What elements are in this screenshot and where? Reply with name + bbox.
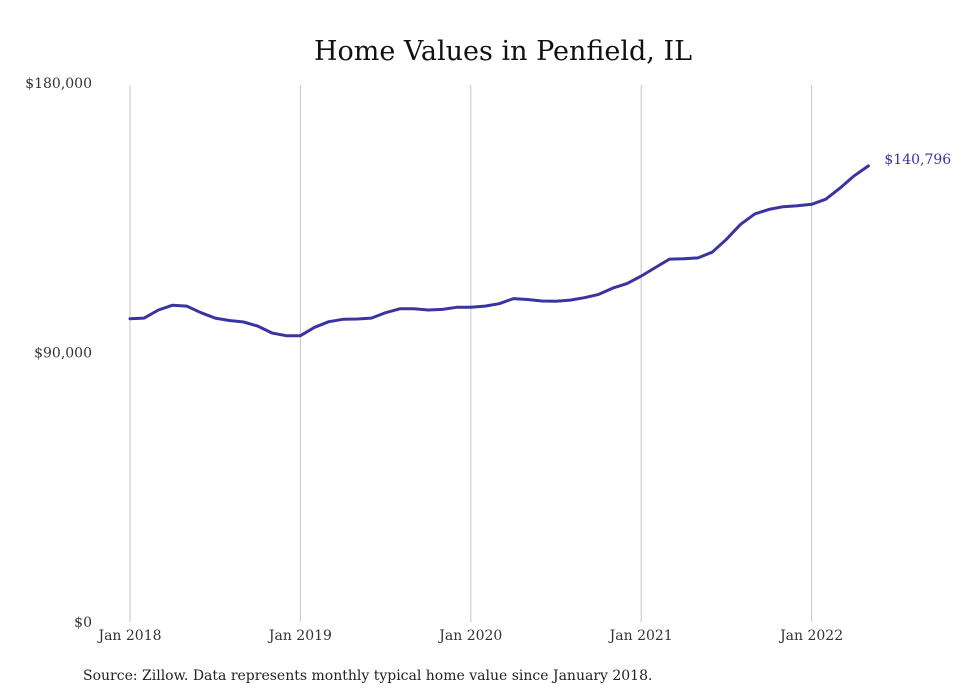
end-value-label: $140,796: [884, 152, 951, 168]
x-tick-label: Jan 2021: [608, 628, 673, 644]
y-axis-ticks: $0 $90,000 $180,000: [25, 76, 92, 631]
x-axis-ticks: Jan 2018 Jan 2019 Jan 2020 Jan 2021 Jan 2022: [96, 628, 843, 644]
y-tick-label: $0: [74, 615, 92, 631]
source-note: Source: Zillow. Data represents monthly …: [83, 668, 653, 684]
y-tick-label: $180,000: [25, 76, 92, 92]
x-tick-label: Jan 2018: [96, 628, 161, 644]
x-tick-label: Jan 2022: [778, 628, 843, 644]
series-group: [128, 164, 870, 338]
x-tick-label: Jan 2020: [437, 628, 502, 644]
y-tick-label: $90,000: [34, 346, 92, 362]
gridlines: [129, 85, 813, 622]
x-tick-label: Jan 2019: [267, 628, 332, 644]
series-line: [128, 164, 870, 338]
chart-title: Home Values in Penfield, IL: [314, 36, 692, 67]
